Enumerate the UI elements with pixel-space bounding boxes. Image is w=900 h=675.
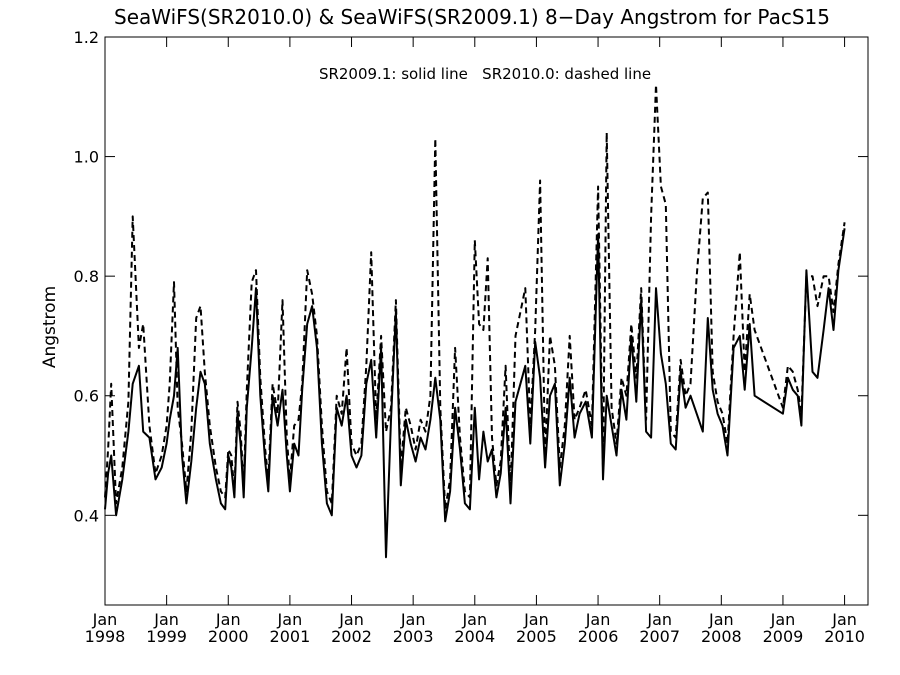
- y-tick-label: 0.6: [74, 387, 99, 406]
- x-tick-month-label: Jan: [92, 610, 118, 629]
- x-tick-year-label: 2008: [701, 627, 742, 646]
- x-tick-year-label: 1998: [85, 627, 126, 646]
- y-tick-label: 0.4: [74, 506, 99, 525]
- x-tick-month-label: Jan: [338, 610, 364, 629]
- x-tick-month-label: Jan: [277, 610, 303, 629]
- y-tick-label: 0.8: [74, 267, 99, 286]
- x-tick-month-label: Jan: [461, 610, 487, 629]
- x-tick-month-label: Jan: [708, 610, 734, 629]
- x-tick-year-label: 2003: [393, 627, 434, 646]
- x-tick-year-label: 2010: [824, 627, 865, 646]
- x-tick-year-label: 2000: [208, 627, 249, 646]
- x-tick-year-label: 2005: [516, 627, 557, 646]
- series-line-sr2010-0: [104, 83, 846, 511]
- y-axis-label: Angstrom: [40, 286, 60, 368]
- x-tick-month-label: Jan: [585, 610, 611, 629]
- x-tick-year-label: 2002: [331, 627, 372, 646]
- x-tick-month-label: Jan: [770, 610, 796, 629]
- x-tick-month-label: Jan: [646, 610, 672, 629]
- plot-area: 0.40.60.81.01.2Jan1998Jan1999Jan2000Jan2…: [74, 28, 869, 646]
- x-tick-year-label: 1999: [146, 627, 187, 646]
- chart-title: SeaWiFS(SR2010.0) & SeaWiFS(SR2009.1) 8−…: [114, 5, 830, 29]
- x-tick-month-label: Jan: [400, 610, 426, 629]
- x-tick-year-label: 2006: [578, 627, 619, 646]
- plot-frame: [104, 36, 869, 606]
- y-tick-label: 1.2: [74, 28, 99, 47]
- x-tick-year-label: 2001: [270, 627, 311, 646]
- y-tick-label: 1.0: [74, 148, 99, 167]
- series-line-sr2009-1: [104, 228, 846, 559]
- line-style-annotation: SR2009.1: solid line SR2010.0: dashed li…: [319, 65, 651, 83]
- x-tick-month-label: Jan: [831, 610, 857, 629]
- x-tick-month-label: Jan: [215, 610, 241, 629]
- x-tick-year-label: 2009: [763, 627, 804, 646]
- x-tick-month-label: Jan: [153, 610, 179, 629]
- x-tick-year-label: 2004: [454, 627, 495, 646]
- x-tick-year-label: 2007: [639, 627, 680, 646]
- x-tick-month-label: Jan: [523, 610, 549, 629]
